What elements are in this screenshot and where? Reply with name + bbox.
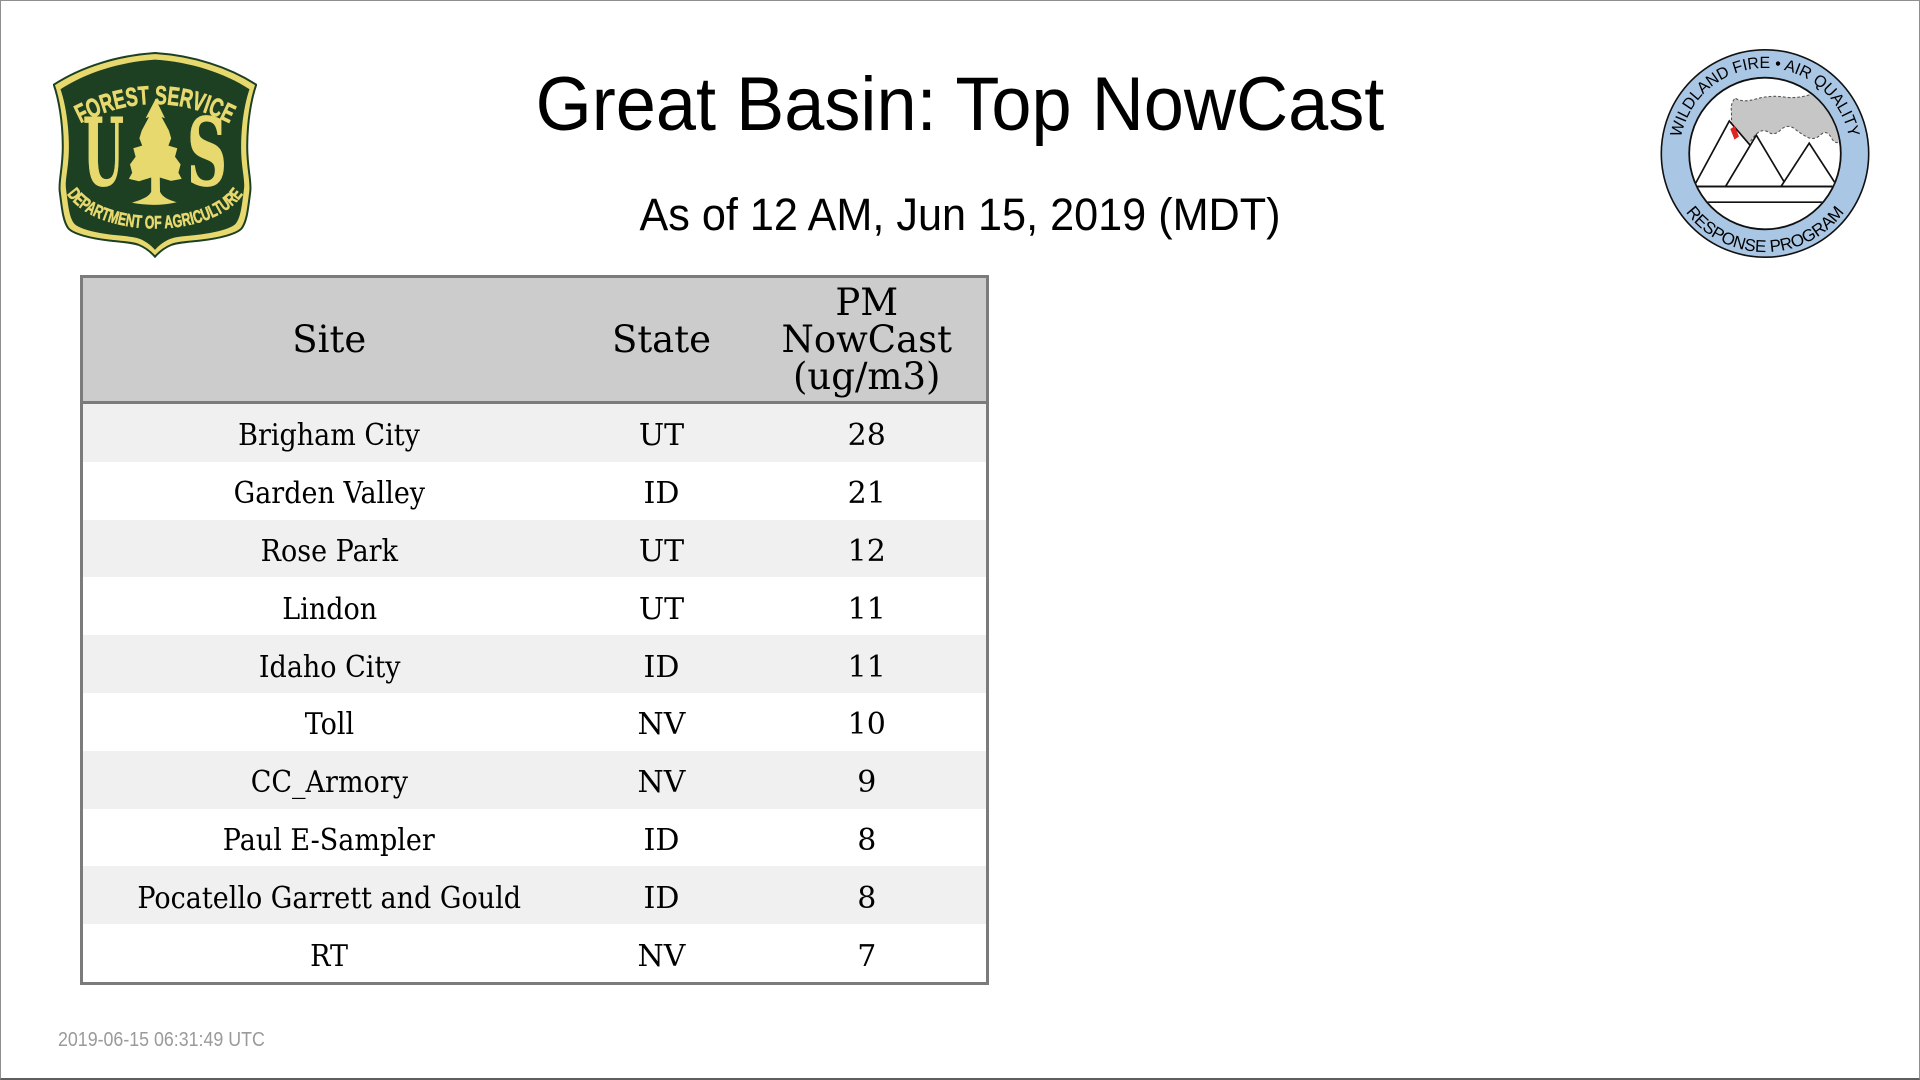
svg-text:U: U	[83, 98, 124, 208]
svg-text:S: S	[187, 98, 227, 208]
